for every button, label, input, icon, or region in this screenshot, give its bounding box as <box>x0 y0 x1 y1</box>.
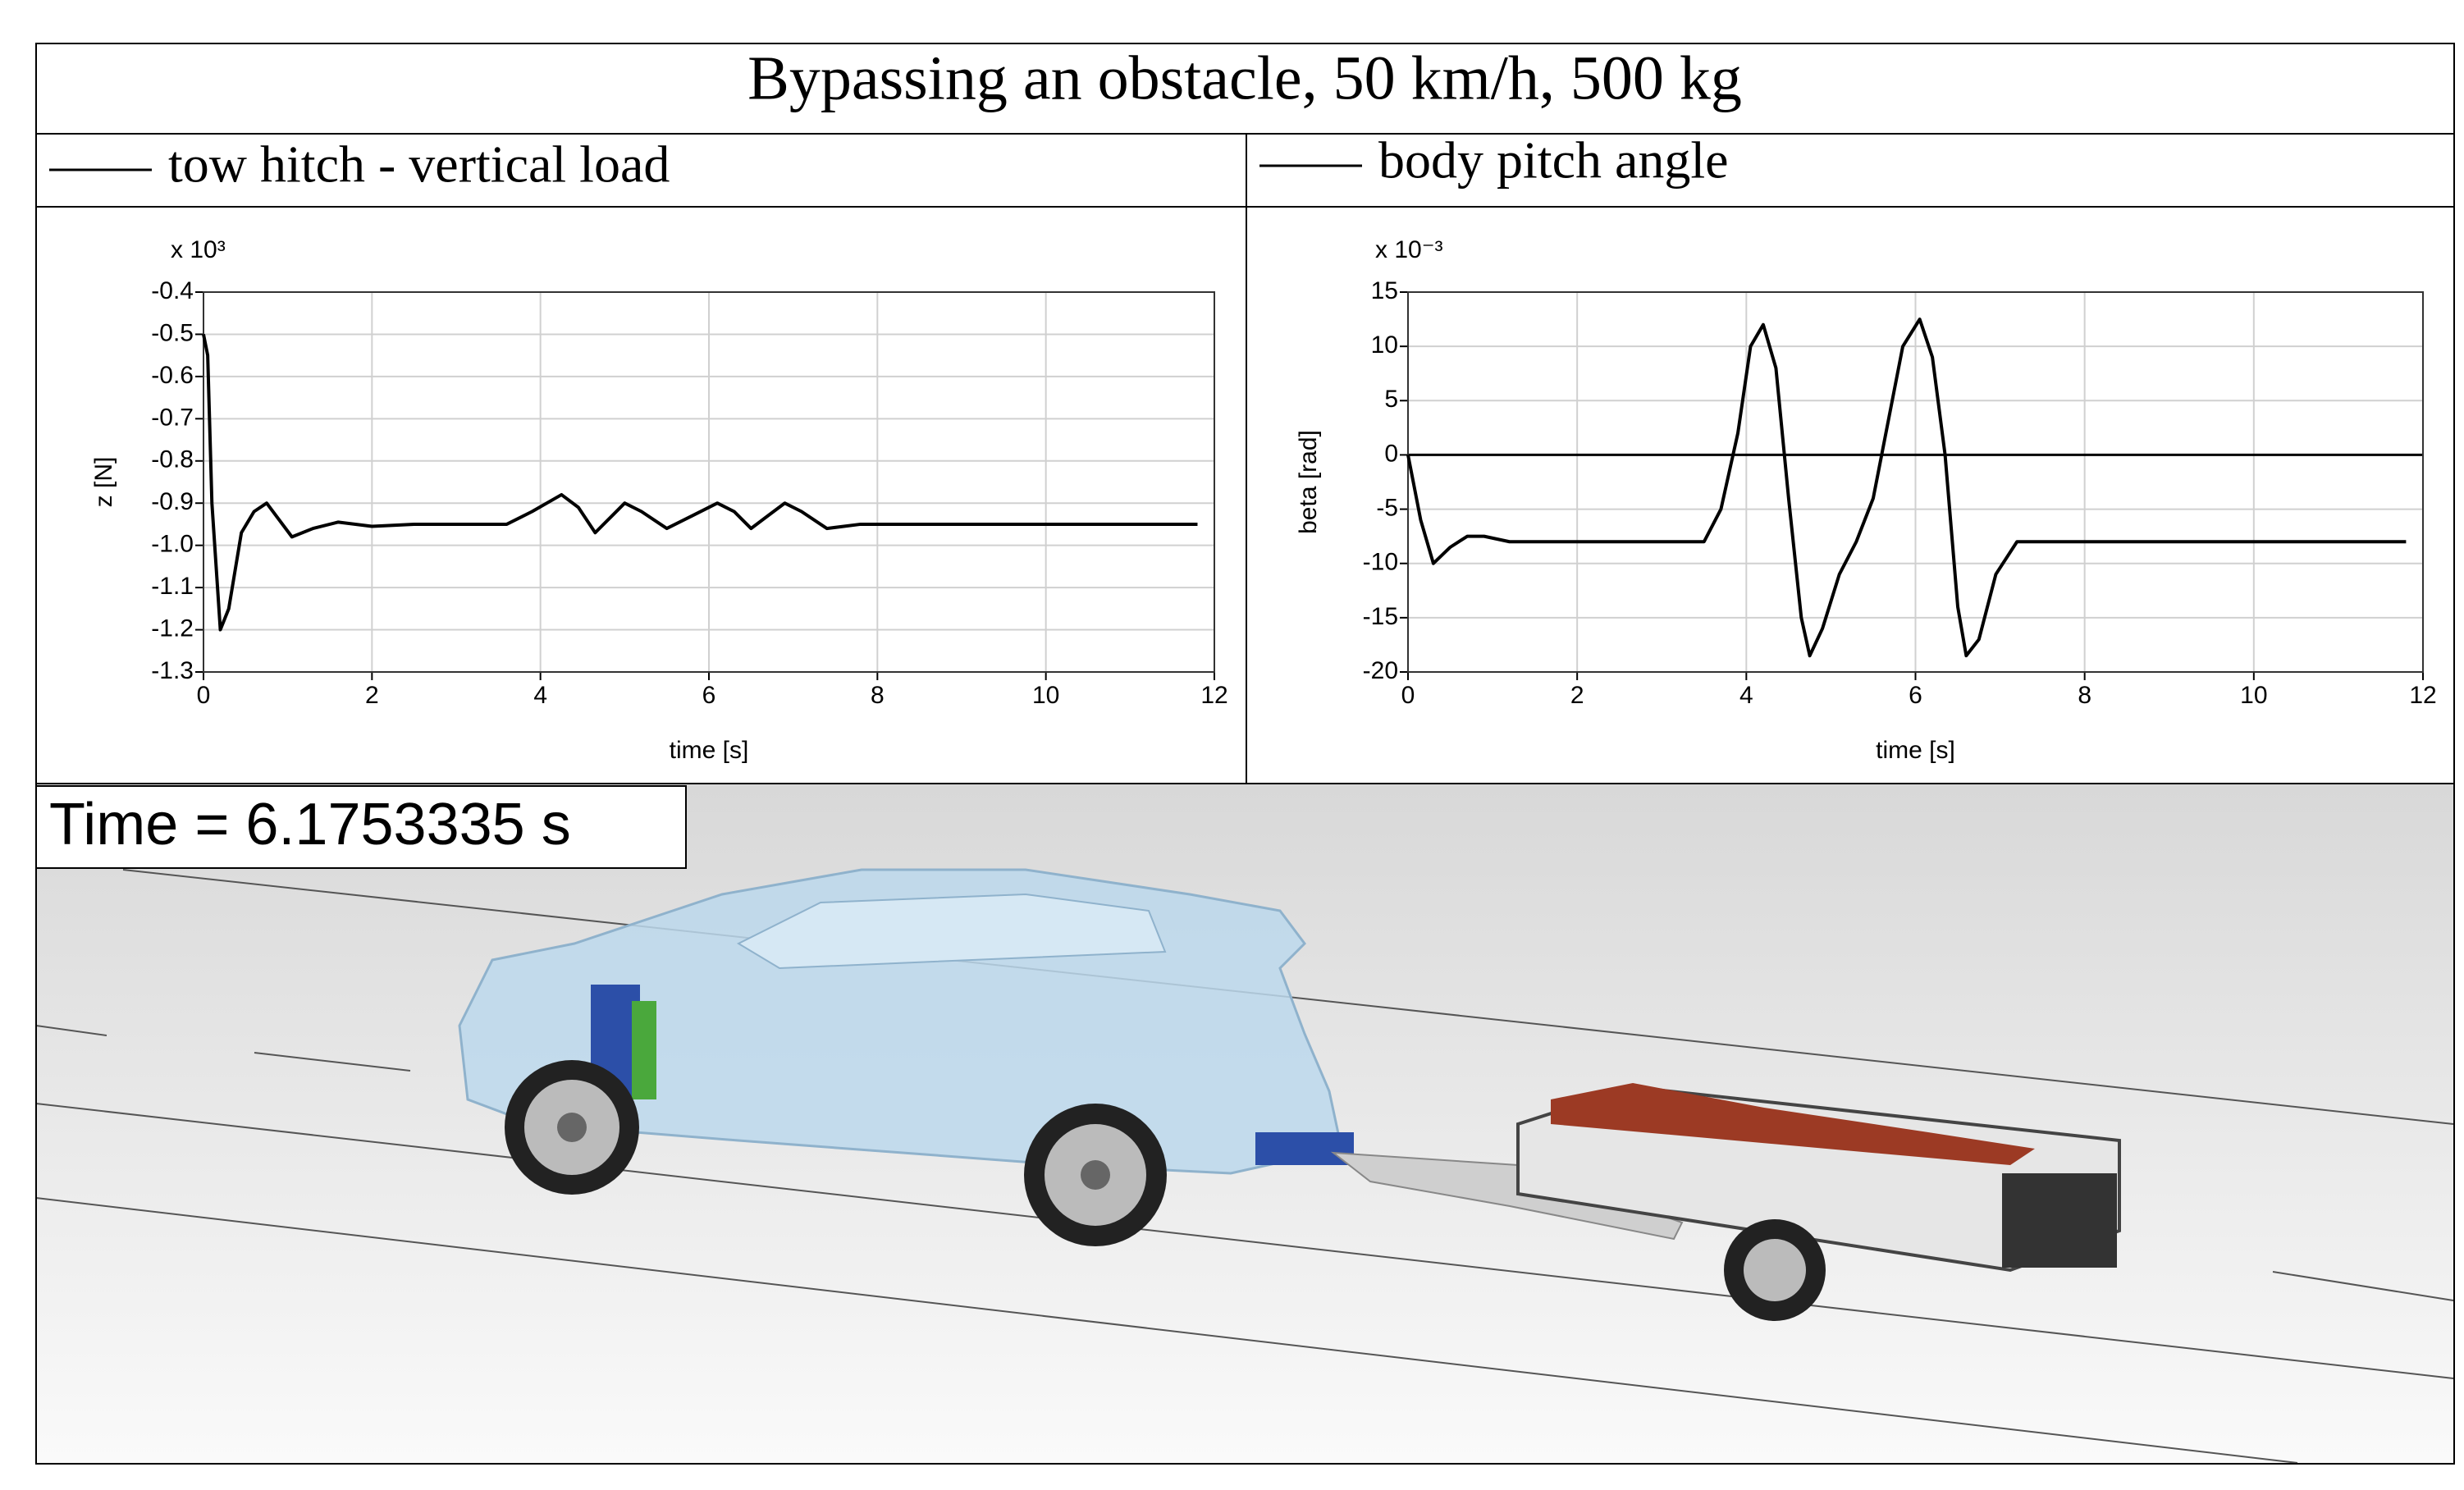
y-tick-label: -0.5 <box>151 319 194 346</box>
y-tick-label: -1.2 <box>151 615 194 642</box>
y-axis-label: beta [rad] <box>1295 430 1322 534</box>
plot-frame <box>203 291 1215 673</box>
series-line <box>1406 318 2407 658</box>
legend-label: body pitch angle <box>1378 131 1729 190</box>
y-tick-label: 15 <box>1371 277 1398 304</box>
plot-frame <box>1407 291 2424 673</box>
y-tick-label: -0.7 <box>151 404 194 431</box>
y-tick-label: 10 <box>1371 331 1398 359</box>
y-tick-label: -1.1 <box>151 573 194 600</box>
series-line <box>202 334 1198 632</box>
x-tick-label: 10 <box>1032 682 1059 709</box>
x-tick-label: 0 <box>1401 682 1415 709</box>
viewport-render <box>36 784 2454 1463</box>
y-tick-label: -15 <box>1363 603 1398 630</box>
y-multiplier: x 10³ <box>171 236 226 263</box>
y-tick-label: -10 <box>1363 549 1398 576</box>
y-tick-label: -1.3 <box>151 657 194 684</box>
x-tick-label: 0 <box>197 682 211 709</box>
x-tick-label: 2 <box>1570 682 1584 709</box>
x-tick-label: 8 <box>2078 682 2091 709</box>
x-tick-label: 4 <box>1739 682 1753 709</box>
y-tick-label: 0 <box>1384 440 1398 467</box>
x-tick-label: 2 <box>365 682 379 709</box>
x-tick-label: 10 <box>2240 682 2267 709</box>
y-tick-label: -0.4 <box>151 277 194 304</box>
page-title: Bypassing an obstacle, 50 km/h, 500 kg <box>747 43 1742 112</box>
x-tick-label: 6 <box>1909 682 1922 709</box>
y-axis-label: z [N] <box>90 457 117 508</box>
x-tick-label: 12 <box>2409 682 2436 709</box>
y-tick-label: -0.9 <box>151 488 194 515</box>
x-axis-label: time [s] <box>670 737 749 764</box>
y-tick-label: -1.0 <box>151 531 194 558</box>
x-tick-label: 12 <box>1200 682 1227 709</box>
y-tick-label: -0.8 <box>151 446 194 473</box>
x-tick-label: 6 <box>702 682 716 709</box>
y-tick-label: -5 <box>1376 494 1398 521</box>
frame <box>35 43 2455 1465</box>
y-tick-label: 5 <box>1384 386 1398 413</box>
legend-label: tow hitch - vertical load <box>168 135 670 194</box>
x-tick-label: 8 <box>871 682 885 709</box>
y-tick-label: -20 <box>1363 657 1398 684</box>
x-axis-label: time [s] <box>1876 737 1955 764</box>
y-multiplier: x 10⁻³ <box>1375 236 1443 263</box>
x-tick-label: 4 <box>533 682 547 709</box>
time-label: Time = 6.1753335 s <box>49 792 571 857</box>
y-tick-label: -0.6 <box>151 362 194 389</box>
wheel <box>505 1060 1167 1246</box>
